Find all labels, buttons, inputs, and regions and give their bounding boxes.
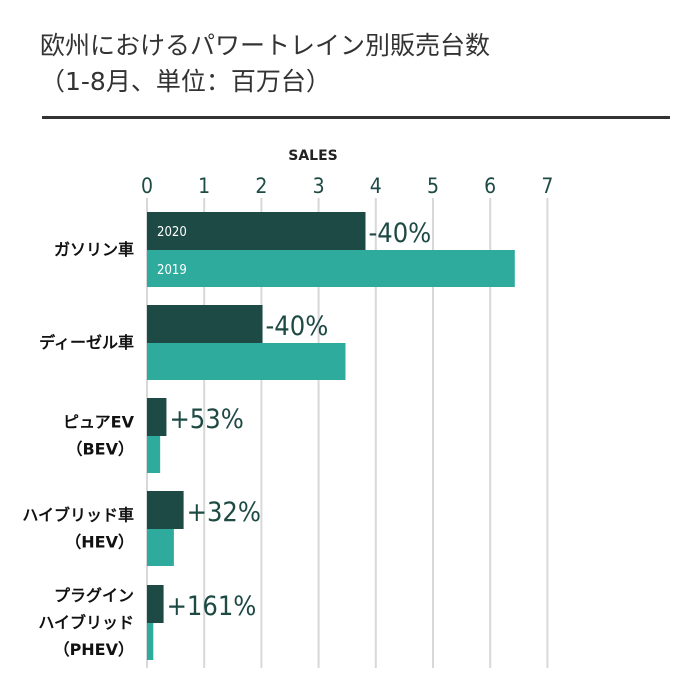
chart-title: 欧州におけるパワートレイン別販売台数 （1-8月、単位：百万台） bbox=[40, 28, 490, 100]
bar-2019-2 bbox=[147, 436, 161, 473]
chart-title-line2: （1-8月、単位：百万台） bbox=[40, 67, 331, 96]
x-tick-label-6: 6 bbox=[484, 174, 496, 198]
bar-2020-0 bbox=[147, 212, 366, 250]
bar-2019-0 bbox=[147, 250, 515, 287]
x-tick-label-7: 7 bbox=[541, 174, 553, 198]
x-tick-label-2: 2 bbox=[255, 174, 267, 198]
series-label-2019: 2019 bbox=[157, 263, 187, 278]
x-axis-title: SALES bbox=[288, 148, 338, 164]
change-label-1: -40% bbox=[266, 311, 329, 342]
x-tick-label-5: 5 bbox=[427, 174, 439, 198]
title-divider bbox=[42, 116, 670, 119]
bar-2020-2 bbox=[147, 398, 167, 436]
category-label-4-1: ハイブリッド bbox=[38, 613, 134, 632]
category-label-3-0: ハイブリッド車 bbox=[22, 506, 134, 525]
change-label-4: +161% bbox=[167, 591, 257, 622]
bar-2020-4 bbox=[147, 585, 164, 623]
category-label-0-0: ガソリン車 bbox=[54, 240, 134, 259]
x-tick-label-4: 4 bbox=[370, 174, 382, 198]
x-tick-label-1: 1 bbox=[198, 174, 210, 198]
bar-2020-3 bbox=[147, 491, 184, 529]
category-label-2-0: ピュアEV bbox=[63, 413, 135, 432]
category-label-1-0: ディーゼル車 bbox=[39, 333, 134, 352]
category-label-4-2: （PHEV） bbox=[54, 640, 134, 659]
x-tick-label-0: 0 bbox=[141, 174, 153, 198]
category-label-2-1: （BEV） bbox=[66, 440, 134, 459]
chart-title-line1: 欧州におけるパワートレイン別販売台数 bbox=[40, 31, 491, 60]
bar-2020-1 bbox=[147, 305, 263, 343]
bar-2019-3 bbox=[147, 529, 174, 566]
x-tick-label-3: 3 bbox=[313, 174, 325, 198]
bar-2019-4 bbox=[147, 623, 154, 660]
series-label-2020: 2020 bbox=[157, 225, 187, 240]
category-label-4-0: プラグイン bbox=[54, 586, 134, 605]
category-label-3-1: （HEV） bbox=[65, 533, 134, 552]
change-label-2: +53% bbox=[169, 404, 243, 435]
bar-2019-1 bbox=[147, 343, 346, 380]
change-label-3: +32% bbox=[187, 497, 261, 528]
change-label-0: -40% bbox=[369, 218, 432, 249]
